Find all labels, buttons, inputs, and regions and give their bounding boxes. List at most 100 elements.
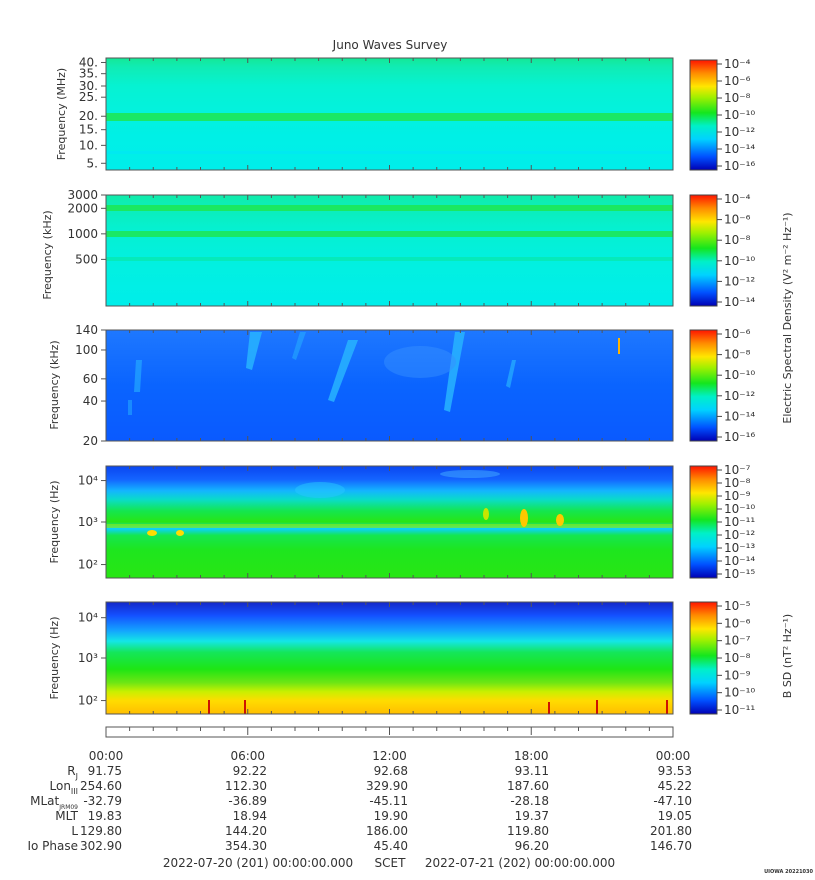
colorbar-gradient [689, 329, 718, 442]
ephemeris-value: -28.18 [510, 794, 549, 808]
colorbar-gradient [689, 194, 718, 307]
emission-band-1000khz [106, 231, 673, 237]
y-tick-label: 10³ [78, 651, 98, 665]
y-tick-label: 15. [79, 123, 98, 137]
y-tick-label: 3000 [67, 188, 98, 202]
time-axis: 00:00 06:00 12:00 18:00 00:00 [89, 726, 690, 763]
colorbar-tick-label: 10⁻⁸ [724, 233, 751, 247]
ephemeris-value: 112.30 [225, 779, 267, 793]
ephemeris-row-label: RJ [67, 764, 78, 781]
ephemeris-value: 18.94 [233, 809, 267, 823]
ylabel-lfr-low: Frequency (Hz) [48, 481, 61, 564]
panel-magnetic: 10⁴ 10³ 10² Frequency (Hz) [48, 601, 674, 715]
ephemeris-value: 45.22 [658, 779, 692, 793]
y-tick-label: 10. [79, 138, 98, 152]
colorbar-tick-label: 10⁻¹³ [724, 541, 755, 555]
colorbar-gradient [689, 601, 718, 715]
colorbar-tick-label: 10⁻⁹ [724, 668, 751, 682]
y-tick-label: 10³ [78, 515, 98, 529]
spectrogram-hfr-low [106, 195, 673, 306]
yaxis-hfr-high: 40.35.30.25. 20.15.10. 5. [79, 55, 674, 170]
ephemeris-row-label: L [71, 824, 78, 838]
ephemeris-value: 186.00 [366, 824, 408, 838]
colorbar-tick-label: 10⁻¹² [724, 274, 755, 288]
ephemeris-value: 19.90 [374, 809, 408, 823]
ephemeris-value: 92.22 [233, 764, 267, 778]
emission-band-10mhz [106, 151, 673, 154]
ylabel-magnetic: Frequency (Hz) [48, 617, 61, 700]
colorbar-tick-label: 10⁻¹⁵ [724, 567, 755, 581]
y-tick-label: 10⁴ [78, 474, 98, 488]
colorbar-tick-label: 10⁻¹² [724, 125, 755, 139]
colorbar-tick-label: 10⁻¹⁰ [724, 254, 755, 268]
ephemeris-row-label: LonIII [50, 779, 79, 796]
colorbar-tick-label: 10⁻¹⁶ [724, 430, 755, 444]
ephemeris-value: 45.40 [374, 839, 408, 853]
colorbar-tick-label: 10⁻¹⁰ [724, 502, 755, 516]
y-tick-label: 25. [79, 90, 98, 104]
colorbar-gradient [689, 465, 718, 579]
spectrogram-magnetic [106, 602, 673, 714]
colorbar-tick-label: 10⁻⁵ [724, 599, 751, 613]
ephemeris-value: 129.80 [80, 824, 122, 838]
panel-lfr-low: 10⁴ 10³ 10² Frequency (Hz) [48, 465, 674, 579]
ylabel-hfr-high: Frequency (MHz) [55, 68, 68, 160]
type-iii-bursts [128, 332, 516, 415]
colorbar-tick-label: 10⁻¹⁴ [724, 409, 755, 423]
time-tick-label: 06:00 [230, 749, 265, 763]
colorbar-4: 10⁻⁷10⁻⁸10⁻⁹10⁻¹⁰10⁻¹¹10⁻¹²10⁻¹³10⁻¹⁴10⁻… [689, 463, 755, 581]
ephemeris-value: 19.37 [515, 809, 549, 823]
colorbar-tick-label: 10⁻¹⁴ [724, 554, 755, 568]
y-tick-label: 10² [78, 558, 98, 572]
ephemeris-value: 146.70 [650, 839, 692, 853]
colorbar-tick-label: 10⁻¹⁶ [724, 159, 755, 173]
panel-hfr-high: 40.35.30.25. 20.15.10. 5. Frequency (MHz) [55, 55, 674, 171]
ephemeris-value: -45.11 [369, 794, 408, 808]
footer-end-time: 2022-07-21 (202) 00:00:00.000 [425, 856, 615, 870]
ephemeris-value: 354.30 [225, 839, 267, 853]
colorbar-tick-label: 10⁻⁷ [724, 463, 751, 477]
colorbar-tick-label: 10⁻⁸ [724, 476, 751, 490]
y-tick-label: 10⁴ [78, 611, 98, 625]
colorbar-2: 10⁻⁴ 10⁻⁶ 10⁻⁸ 10⁻¹⁰ 10⁻¹² 10⁻¹⁴ [689, 192, 755, 309]
ylabel-lfr-high: Frequency (kHz) [48, 340, 61, 429]
ephemeris-value: 91.75 [88, 764, 122, 778]
colorbar-tick-label: 10⁻⁶ [724, 616, 751, 630]
ephemeris-value: -47.10 [653, 794, 692, 808]
y-tick-label: 100 [75, 343, 98, 357]
colorbar-tick-label: 10⁻¹⁰ [724, 108, 755, 122]
colorbar-tick-label: 10⁻¹¹ [724, 703, 755, 717]
y-tick-label: 40. [79, 55, 98, 69]
y-tick-label: 20 [83, 434, 98, 448]
ephemeris-value: 187.60 [507, 779, 549, 793]
y-tick-label: 2000 [67, 201, 98, 215]
ephemeris-table: RJ 91.75 92.22 92.68 93.11 93.53 LonIII 254.60 1… [27, 764, 692, 853]
colorbar-tick-label: 10⁻⁹ [724, 489, 751, 503]
footer-scet: SCET [375, 856, 407, 870]
y-tick-label: 5. [87, 156, 98, 170]
colorbar-tick-label: 10⁻¹⁰ [724, 686, 755, 700]
colorbar-tick-label: 10⁻⁶ [724, 213, 751, 227]
ephemeris-value: 144.20 [225, 824, 267, 838]
magnetic-spikes [208, 700, 668, 714]
ephemeris-value: 19.83 [88, 809, 122, 823]
footer-stamp: UIOWA 20221030 [764, 869, 813, 875]
ylabel-hfr-low: Frequency (kHz) [41, 210, 54, 299]
colorbar-tick-label: 10⁻¹⁴ [724, 142, 755, 156]
yaxis-lfr-high: 140 100 60 40 20 [75, 323, 674, 448]
y-tick-label: 10² [78, 694, 98, 708]
emission-band-2000khz [106, 205, 673, 211]
ephemeris-value: 329.90 [366, 779, 408, 793]
colorbar-label-esd: Electric Spectral Density (V² m⁻² Hz⁻¹) [781, 212, 794, 423]
colorbar-tick-label: 10⁻⁸ [724, 348, 751, 362]
ephemeris-value: 254.60 [80, 779, 122, 793]
y-tick-label: 1000 [67, 227, 98, 241]
colorbar-tick-label: 10⁻¹¹ [724, 515, 755, 529]
colorbar-gradient [689, 59, 718, 171]
spectrogram-lfr-high [106, 330, 673, 441]
ephemeris-value: 201.80 [650, 824, 692, 838]
colorbar-5: 10⁻⁵ 10⁻⁶ 10⁻⁷ 10⁻⁸ 10⁻⁹ 10⁻¹⁰ 10⁻¹¹ [689, 599, 755, 717]
colorbar-tick-label: 10⁻⁸ [724, 91, 751, 105]
